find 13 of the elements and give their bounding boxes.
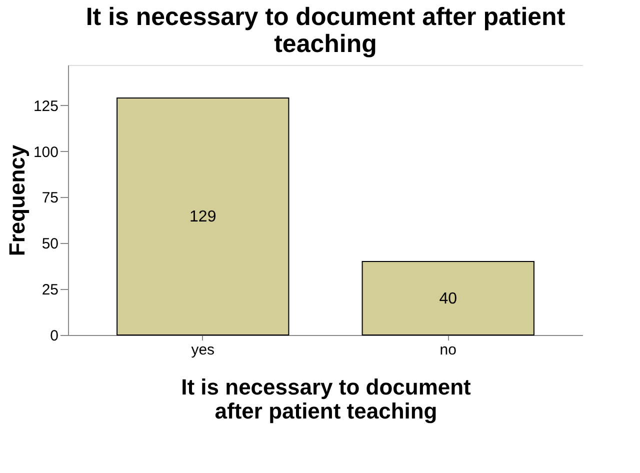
y-tick-label: 75 <box>42 190 58 207</box>
chart-title: It is necessary to document after patient teaching <box>86 3 566 58</box>
y-tick-label: 125 <box>33 98 58 115</box>
y-tick-label: 50 <box>42 236 58 253</box>
x-tick-label: yes <box>191 342 215 358</box>
y-tick-label: 25 <box>42 282 58 299</box>
y-tick-label: 0 <box>50 328 58 344</box>
y-tick-label: 100 <box>33 144 58 161</box>
x-axis-title: It is necessary to document after patient teaching <box>181 374 472 424</box>
y-axis-title: Frequency <box>4 144 30 256</box>
x-tick-label: no <box>440 342 456 358</box>
data-label: 129 <box>190 208 216 226</box>
data-label: 40 <box>439 290 458 308</box>
